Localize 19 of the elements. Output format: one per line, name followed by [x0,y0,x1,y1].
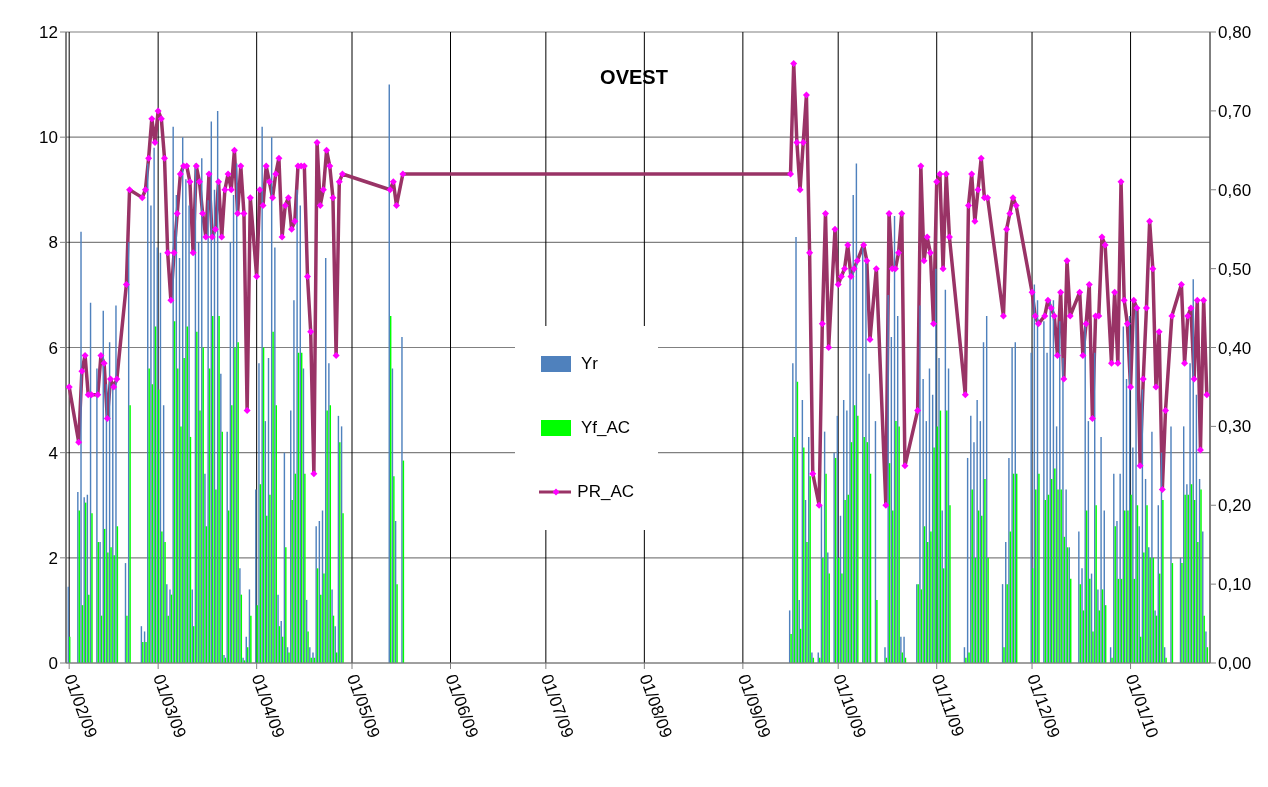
y2-tick-label: 0,20 [1218,496,1252,516]
y2-tick-label: 0,70 [1218,101,1252,121]
y-tick-label: 6 [48,338,58,358]
y-tick-label: 10 [39,128,58,148]
y2-tick-label: 0,80 [1218,23,1252,43]
y2-tick-label: 0,40 [1218,338,1252,358]
y-tick-label: 12 [39,23,58,43]
legend-label: PR_AC [577,482,634,502]
y2-tick-label: 0,50 [1218,259,1252,279]
y-tick-label: 2 [48,548,58,568]
y-tick-label: 8 [48,233,58,253]
y2-tick-label: 0,60 [1218,180,1252,200]
legend-label: Yr [581,354,598,374]
y2-tick-label: 0,00 [1218,654,1252,674]
y-tick-label: 0 [48,654,58,674]
y2-tick-label: 0,10 [1218,575,1252,595]
y-tick-label: 4 [48,443,58,463]
y2-tick-label: 0,30 [1218,417,1252,437]
legend-label: Yf_AC [581,418,631,438]
